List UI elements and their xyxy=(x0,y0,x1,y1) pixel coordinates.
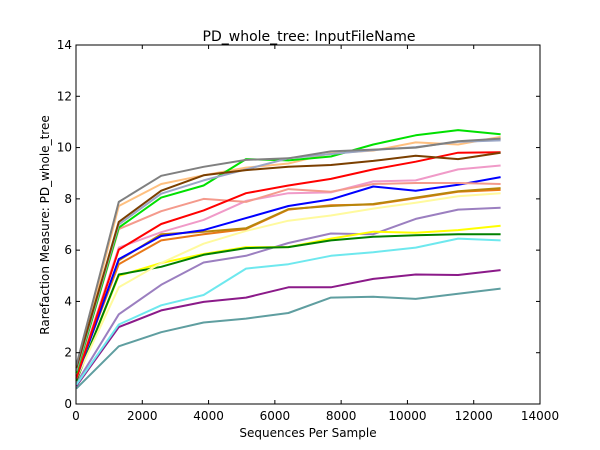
y-tick-label: 4 xyxy=(64,294,72,308)
series-line-18 xyxy=(75,137,501,366)
series-layer xyxy=(75,129,501,390)
series-line-6 xyxy=(75,233,501,382)
y-axis-label: Rarefaction Measure: PD_whole_tree xyxy=(38,115,52,334)
x-tick-label: 4000 xyxy=(193,409,224,423)
series-line-12 xyxy=(75,182,501,374)
x-tick-label: 0 xyxy=(72,409,80,423)
x-tick-label: 14000 xyxy=(521,409,559,423)
series-line-15 xyxy=(75,129,501,374)
y-axis-ticks: 0 2 4 6 8 10 12 14 xyxy=(57,38,540,411)
series-line-2 xyxy=(75,269,501,387)
plot-frame xyxy=(75,44,541,405)
series-line-13 xyxy=(75,151,501,379)
y-tick-label: 2 xyxy=(64,346,72,360)
x-tick-label: 8000 xyxy=(326,409,357,423)
series-line-11 xyxy=(75,164,501,377)
series-line-17 xyxy=(75,151,501,369)
y-tick-label: 0 xyxy=(64,397,72,411)
series-line-5 xyxy=(75,224,501,382)
y-tick-label: 10 xyxy=(57,141,72,155)
series-line-4 xyxy=(75,237,501,386)
series-line-7 xyxy=(75,192,501,379)
y-tick-label: 12 xyxy=(57,89,72,103)
y-tick-label: 8 xyxy=(64,192,72,206)
series-line-10 xyxy=(75,176,501,379)
x-axis-ticks: 0 2000 4000 6000 8000 10000 12000 14000 xyxy=(72,45,559,423)
x-tick-label: 6000 xyxy=(260,409,291,423)
x-tick-label: 10000 xyxy=(388,409,426,423)
chart-title: PD_whole_tree: InputFileName xyxy=(203,29,416,45)
series-line-8 xyxy=(75,188,501,377)
x-tick-label: 2000 xyxy=(127,409,158,423)
y-tick-label: 6 xyxy=(64,243,72,257)
series-line-9 xyxy=(75,187,501,377)
y-tick-label: 14 xyxy=(57,38,72,52)
x-tick-label: 12000 xyxy=(455,409,493,423)
x-axis-label: Sequences Per Sample xyxy=(239,426,376,440)
series-line-1 xyxy=(75,287,501,390)
series-line-3 xyxy=(75,206,501,385)
series-line-14 xyxy=(75,135,501,371)
